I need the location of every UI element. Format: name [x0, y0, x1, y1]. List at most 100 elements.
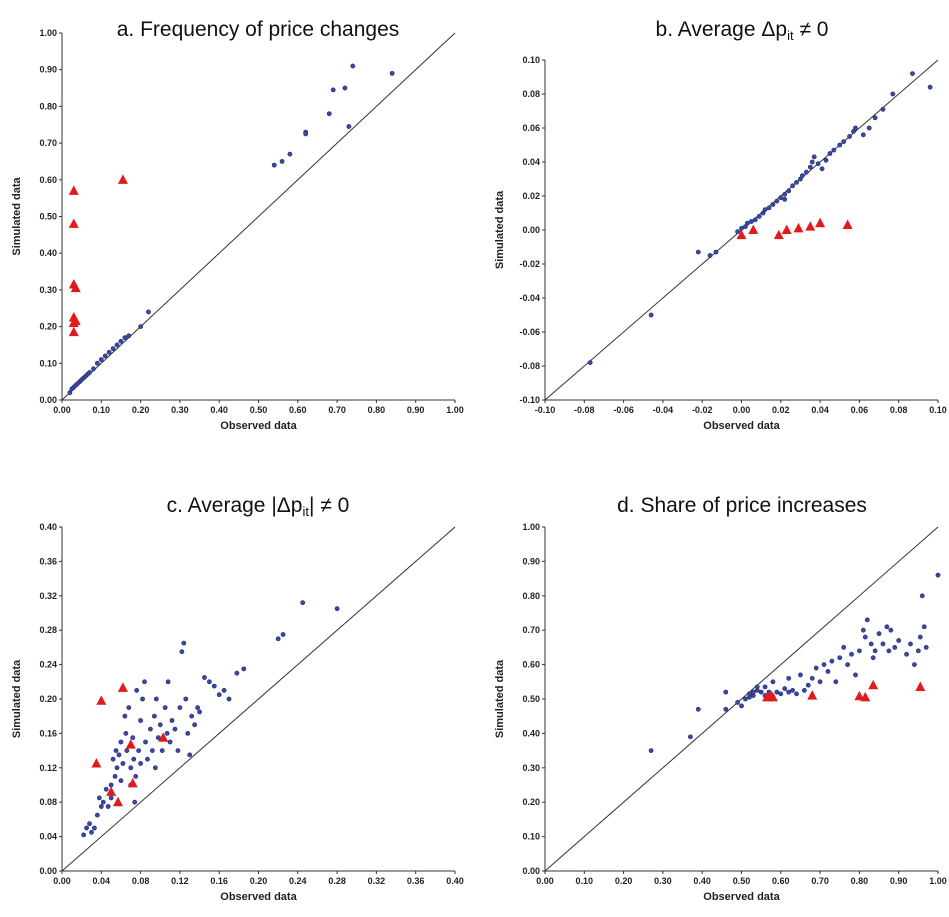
- data-point: [346, 124, 352, 129]
- y-tick-label: 0.70: [39, 138, 57, 148]
- data-point: [94, 360, 100, 366]
- x-tick-label: 0.90: [890, 876, 908, 886]
- data-point: [786, 188, 792, 194]
- chart-title-text: d. Share of price increases: [617, 494, 867, 517]
- data-point: [96, 795, 102, 801]
- data-point: [216, 692, 222, 698]
- y-tick-label: 0.36: [39, 556, 57, 566]
- data-point-triangle: [91, 758, 102, 768]
- data-point: [148, 726, 153, 732]
- data-point: [226, 696, 232, 702]
- data-point: [831, 147, 837, 153]
- data-point: [124, 748, 130, 753]
- data-point-triangle: [854, 690, 865, 701]
- x-tick-label: -0.08: [574, 405, 595, 415]
- data-point: [110, 346, 116, 352]
- data-point: [809, 159, 815, 165]
- data-point: [841, 645, 847, 650]
- data-point-triangle: [868, 679, 879, 690]
- data-point: [748, 219, 754, 224]
- data-point: [165, 679, 171, 685]
- data-point: [138, 718, 143, 723]
- data-point: [884, 624, 890, 630]
- y-tick-label: -0.10: [519, 395, 540, 405]
- data-point: [648, 748, 654, 753]
- data-point: [67, 390, 73, 396]
- x-tick-label: -0.10: [535, 405, 556, 415]
- data-point: [813, 665, 819, 671]
- x-tick-label: 0.00: [536, 876, 554, 886]
- data-point: [794, 179, 799, 185]
- data-point: [221, 688, 227, 693]
- data-point: [829, 658, 835, 664]
- diagonal-line: [544, 526, 939, 872]
- data-point: [157, 722, 163, 728]
- y-tick-label: 1.00: [522, 522, 540, 532]
- data-point: [126, 333, 132, 339]
- data-point: [102, 353, 108, 359]
- data-point: [167, 739, 173, 745]
- y-tick-label: -0.02: [519, 259, 540, 269]
- data-point: [149, 748, 155, 753]
- x-tick-label: 0.04: [93, 876, 111, 886]
- data-point: [801, 688, 807, 693]
- data-point: [105, 804, 111, 809]
- data-point: [126, 705, 132, 710]
- data-point-triangle: [106, 786, 117, 796]
- data-point-triangle: [158, 732, 169, 742]
- data-point: [770, 679, 776, 685]
- data-point: [140, 696, 145, 702]
- data-point: [116, 752, 122, 758]
- data-point-triangle: [117, 682, 128, 692]
- chart-title-symbol: Δp: [277, 494, 303, 517]
- data-point: [279, 159, 285, 164]
- y-axis-label: Simulated data: [11, 177, 23, 256]
- data-point-triangle: [748, 224, 759, 235]
- data-point: [122, 713, 128, 719]
- x-tick-label: 0.00: [53, 876, 71, 886]
- y-tick-label: 0.70: [522, 625, 540, 635]
- data-point: [138, 324, 143, 329]
- chart-title: d. Share of price increases: [617, 494, 867, 517]
- y-tick-label: 0.16: [39, 728, 57, 738]
- data-point-triangle: [860, 691, 871, 702]
- y-tick-label: -0.06: [519, 327, 540, 337]
- data-point-triangle: [805, 221, 816, 231]
- data-point: [162, 705, 168, 710]
- data-point: [146, 309, 151, 315]
- y-tick-label: 0.80: [522, 591, 540, 601]
- data-point: [187, 752, 193, 758]
- y-tick-label: 0.60: [39, 175, 57, 185]
- data-point: [860, 132, 866, 138]
- x-axis-label: Observed data: [220, 891, 297, 903]
- data-point: [880, 106, 886, 112]
- data-point: [794, 691, 799, 697]
- y-tick-label: 0.00: [39, 395, 57, 405]
- data-point: [128, 765, 134, 771]
- data-point: [770, 202, 776, 207]
- x-tick-label: 0.10: [929, 405, 947, 415]
- data-point: [114, 342, 120, 348]
- x-tick-label: -0.06: [613, 405, 634, 415]
- data-point: [735, 229, 740, 235]
- y-tick-label: 0.60: [522, 660, 540, 670]
- chart-title: c. Average |Δpit| ≠ 0: [167, 494, 350, 519]
- data-point: [234, 670, 240, 676]
- data-point: [864, 617, 870, 623]
- chart-title-suffix: ≠ 0: [794, 18, 829, 41]
- data-point: [912, 662, 917, 667]
- data-point: [866, 125, 872, 131]
- x-tick-label: 0.08: [132, 876, 150, 886]
- data-point-triangle: [736, 229, 747, 240]
- data-point: [790, 688, 795, 693]
- data-point-triangle: [807, 690, 818, 700]
- data-point: [241, 666, 247, 672]
- y-tick-label: -0.08: [519, 361, 540, 371]
- data-point: [782, 686, 788, 692]
- chart-title-text: a. Frequency of price changes: [117, 18, 400, 41]
- data-point-triangle: [113, 796, 124, 807]
- y-tick-label: 0.30: [39, 285, 57, 295]
- data-point-triangle: [117, 174, 128, 184]
- data-point: [192, 722, 198, 728]
